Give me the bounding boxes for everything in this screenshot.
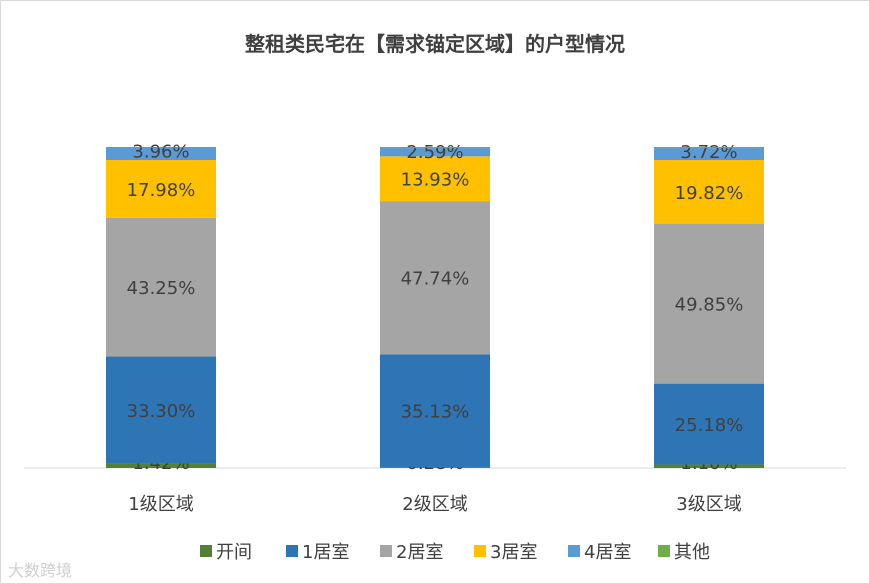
legend-label: 1居室: [302, 542, 349, 563]
bar-segment: [106, 147, 216, 148]
data-label: 3.96%: [132, 141, 189, 162]
data-label: 35.13%: [401, 402, 470, 423]
bar-segment: [106, 217, 216, 357]
data-label: 19.82%: [675, 183, 744, 204]
bar-segment: [380, 201, 490, 355]
bar-segment: [654, 147, 764, 149]
legend-label: 2居室: [396, 542, 443, 563]
legend-swatch: [286, 545, 298, 557]
data-label: 17.98%: [127, 180, 196, 201]
data-label: 13.93%: [401, 170, 470, 191]
bar-segment: [106, 463, 216, 468]
data-label: 49.85%: [675, 295, 744, 316]
bar-segment: [380, 467, 490, 468]
legend-swatch: [474, 545, 486, 557]
legend-swatch: [380, 545, 392, 557]
category-tick-label: 1级区域: [128, 494, 193, 515]
data-label: 47.74%: [401, 269, 470, 290]
bar-segment: [380, 147, 490, 149]
data-label: 2.59%: [406, 142, 463, 163]
chart-title: 整租类民宅在【需求锚定区域】的户型情况: [245, 32, 625, 56]
bar-segment: [654, 160, 764, 224]
category-tick-label: 3级区域: [676, 494, 741, 515]
legend-swatch: [200, 545, 212, 557]
legend-swatch: [568, 545, 580, 557]
bar-segment: [106, 356, 216, 464]
data-label: 3.72%: [680, 142, 737, 163]
bar-segment: [106, 147, 216, 161]
category-tick-label: 2级区域: [402, 494, 467, 515]
data-label: 43.25%: [127, 278, 196, 299]
bar-segment: [106, 160, 216, 218]
bar-segment: [380, 354, 490, 468]
legend-swatch: [658, 545, 670, 557]
data-label: 25.18%: [675, 415, 744, 436]
legend-label: 其他: [674, 542, 710, 563]
bar-segment: [654, 148, 764, 161]
legend-label: 4居室: [584, 542, 631, 563]
bar-segment: [380, 156, 490, 202]
legend-label: 开间: [216, 542, 252, 563]
data-label: 33.30%: [127, 401, 196, 422]
bar-segment: [654, 223, 764, 384]
bar-segment: [654, 464, 764, 468]
bar-segment: [654, 383, 764, 465]
bar-segment: [380, 148, 490, 157]
watermark-text: 大数跨境: [8, 561, 73, 580]
legend-label: 3居室: [490, 542, 537, 563]
